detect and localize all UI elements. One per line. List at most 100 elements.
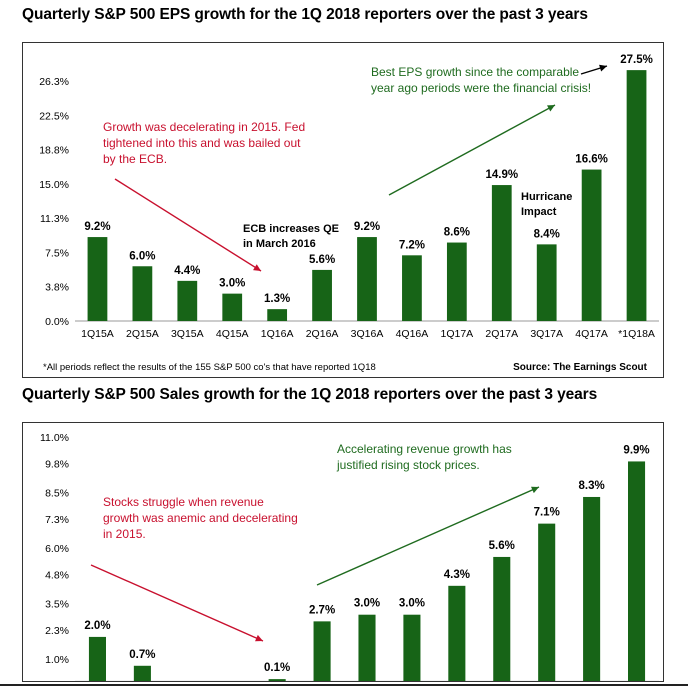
- sales-bar: [88, 636, 106, 681]
- eps-bar: [267, 309, 288, 321]
- eps-hurricane-annotation: Hurricane: [521, 191, 572, 203]
- sales-chart-title: Quarterly S&P 500 Sales growth for the 1…: [22, 386, 598, 403]
- sales-green-annotation: justified rising stock prices.: [336, 458, 480, 472]
- eps-x-tick-label: *1Q18A: [618, 328, 655, 340]
- eps-ecb-annotation: ECB increases QE: [243, 223, 339, 235]
- eps-chart-title: Quarterly S&P 500 EPS growth for the 1Q …: [22, 6, 588, 23]
- sales-chart-panel: -0.3%1.0%2.3%3.5%4.8%6.0%7.3%8.5%9.8%11.…: [22, 422, 664, 682]
- eps-y-tick-label: 22.5%: [39, 111, 69, 123]
- sales-y-tick-label: 11.0%: [40, 432, 69, 444]
- sales-data-label: 2.0%: [84, 620, 110, 632]
- sales-bar: [448, 585, 466, 681]
- eps-red-arrow: [114, 178, 262, 272]
- sales-data-label: 4.3%: [444, 569, 470, 581]
- eps-data-label: 5.6%: [309, 254, 335, 266]
- eps-x-tick-label: 4Q17A: [575, 328, 608, 340]
- sales-data-label: 0.7%: [129, 649, 155, 661]
- eps-data-label: 27.5%: [620, 54, 653, 66]
- eps-bar: [626, 70, 647, 321]
- sales-bar: [583, 496, 601, 681]
- eps-bar: [87, 237, 108, 321]
- sales-bar: [358, 614, 376, 681]
- sales-bar: [313, 621, 331, 681]
- sales-y-tick-label: 4.8%: [45, 570, 69, 582]
- eps-data-label: 9.2%: [84, 221, 110, 233]
- eps-bar: [402, 255, 422, 321]
- sales-data-label: 3.0%: [399, 598, 425, 610]
- eps-red-annotation: Growth was decelerating in 2015. Fed: [103, 120, 305, 134]
- eps-bar: [222, 293, 243, 321]
- sales-bar: [538, 523, 556, 681]
- eps-green-arrow-head: [547, 105, 555, 112]
- eps-y-tick-label: 11.3%: [40, 213, 69, 225]
- eps-x-tick-label: 1Q17A: [440, 328, 473, 340]
- eps-x-tick-label: 3Q16A: [351, 328, 384, 340]
- eps-x-tick-label: 3Q17A: [530, 328, 563, 340]
- eps-y-tick-label: 0.0%: [45, 316, 69, 328]
- eps-x-tick-label: 4Q16A: [396, 328, 429, 340]
- eps-ecb-annotation: in March 2016: [243, 238, 316, 250]
- eps-x-tick-label: 3Q15A: [171, 328, 204, 340]
- eps-green-annotation: year ago periods were the financial cris…: [371, 81, 591, 95]
- sales-green-arrow-head: [531, 486, 539, 494]
- eps-data-label: 4.4%: [174, 265, 200, 277]
- eps-x-tick-label: 2Q15A: [126, 328, 159, 340]
- sales-y-tick-label: 1.0%: [45, 654, 69, 666]
- eps-x-tick-label: 1Q15A: [81, 328, 114, 340]
- eps-hurricane-annotation: Impact: [521, 206, 557, 218]
- eps-black-arrow-head: [599, 64, 607, 72]
- sales-bar: [403, 614, 421, 681]
- sales-red-annotation: in 2015.: [103, 527, 146, 541]
- sales-bar: [268, 679, 286, 681]
- eps-chart: 0.0% 3.8% 7.5% 11.3% 15.0% 18.8% 22.5% 26.3% 9.2…: [39, 54, 659, 373]
- eps-data-label: 3.0%: [219, 278, 245, 290]
- sales-green-arrow: [316, 486, 540, 586]
- sales-y-tick-label: 6.0%: [45, 543, 69, 555]
- sales-y-tick-label: 2.3%: [45, 625, 69, 637]
- eps-x-tick-label: 2Q17A: [485, 328, 518, 340]
- eps-y-tick-label: 26.3%: [39, 76, 69, 88]
- eps-y-tick-label: 18.8%: [39, 144, 69, 156]
- sales-bar: [133, 665, 151, 681]
- sales-data-label: 2.7%: [309, 604, 335, 616]
- sales-red-annotation: growth was anemic and decelerating: [103, 511, 298, 525]
- sales-y-tick-label: 9.8%: [45, 459, 69, 471]
- eps-data-label: 14.9%: [485, 169, 518, 181]
- sales-bar: [628, 461, 646, 681]
- eps-green-arrow: [388, 104, 556, 196]
- eps-bar: [357, 237, 377, 321]
- sales-red-annotation: Stocks struggle when revenue: [103, 495, 264, 509]
- eps-data-label: 8.6%: [444, 227, 470, 239]
- eps-bar: [491, 185, 512, 321]
- eps-red-arrow-head: [253, 264, 261, 271]
- eps-bar: [132, 266, 153, 321]
- sales-data-label: 9.9%: [623, 444, 649, 456]
- eps-y-tick-label: 7.5%: [45, 248, 69, 260]
- eps-bar: [581, 169, 602, 321]
- eps-bar: [536, 244, 557, 321]
- sales-y-tick-label: 8.5%: [45, 488, 69, 500]
- eps-footnote: *All periods reflect the results of the …: [43, 362, 376, 373]
- eps-data-label: 7.2%: [399, 239, 425, 251]
- sales-data-label: 7.1%: [534, 507, 560, 519]
- sales-green-annotation: Accelerating revenue growth has: [337, 442, 512, 456]
- bottom-rule: [0, 684, 688, 686]
- eps-data-label: 1.3%: [264, 293, 290, 305]
- eps-bar: [177, 280, 198, 321]
- sales-bar: [493, 556, 511, 681]
- eps-data-label: 6.0%: [129, 250, 155, 262]
- eps-y-tick-label: 15.0%: [39, 179, 69, 191]
- eps-source: Source: The Earnings Scout: [513, 362, 648, 373]
- sales-bar: [224, 681, 241, 682]
- eps-data-label: 8.4%: [534, 228, 560, 240]
- eps-x-tick-label: 2Q16A: [306, 328, 339, 340]
- sales-y-tick-label: 7.3%: [45, 514, 69, 526]
- eps-y-tick-label: 3.8%: [45, 281, 69, 293]
- sales-data-label: 5.6%: [489, 540, 515, 552]
- sales-bar: [179, 681, 196, 682]
- eps-data-label: 16.6%: [575, 154, 608, 166]
- sales-data-label: 8.3%: [579, 480, 605, 492]
- sales-chart: -0.3%1.0%2.3%3.5%4.8%6.0%7.3%8.5%9.8%11.…: [40, 432, 659, 682]
- sales-y-tick-label: 3.5%: [45, 599, 69, 611]
- eps-x-tick-label: 4Q15A: [216, 328, 249, 340]
